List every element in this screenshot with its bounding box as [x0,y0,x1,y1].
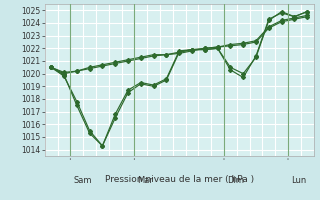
X-axis label: Pression niveau de la mer ( hPa ): Pression niveau de la mer ( hPa ) [105,175,254,184]
Text: Dim: Dim [227,176,244,185]
Text: Lun: Lun [291,176,306,185]
Text: Sam: Sam [73,176,92,185]
Text: Mar: Mar [137,176,153,185]
